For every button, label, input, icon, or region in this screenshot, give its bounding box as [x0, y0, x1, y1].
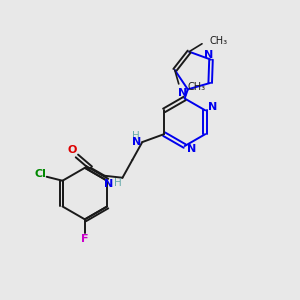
Text: N: N: [132, 137, 141, 147]
Text: H: H: [133, 131, 140, 141]
Text: F: F: [81, 234, 88, 244]
Text: O: O: [67, 145, 76, 155]
Text: Cl: Cl: [35, 169, 47, 179]
Text: N: N: [178, 88, 188, 98]
Text: CH₃: CH₃: [210, 36, 228, 46]
Text: N: N: [204, 50, 214, 60]
Text: CH₃: CH₃: [188, 82, 206, 92]
Text: N: N: [187, 144, 196, 154]
Text: N: N: [208, 102, 217, 112]
Text: N: N: [104, 179, 113, 189]
Text: H: H: [114, 178, 122, 188]
